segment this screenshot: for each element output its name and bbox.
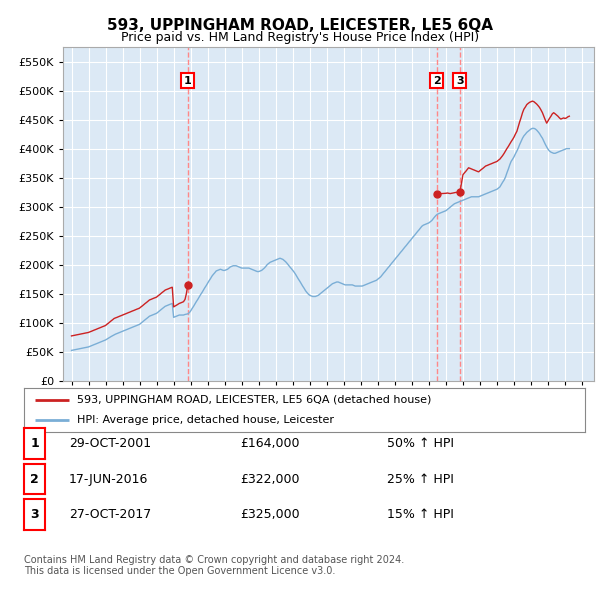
Text: £164,000: £164,000 (240, 437, 299, 450)
Text: 25% ↑ HPI: 25% ↑ HPI (387, 473, 454, 486)
Text: 15% ↑ HPI: 15% ↑ HPI (387, 508, 454, 521)
Text: 29-OCT-2001: 29-OCT-2001 (69, 437, 151, 450)
Text: Contains HM Land Registry data © Crown copyright and database right 2024.
This d: Contains HM Land Registry data © Crown c… (24, 555, 404, 576)
Text: £325,000: £325,000 (240, 508, 299, 521)
Text: 593, UPPINGHAM ROAD, LEICESTER, LE5 6QA (detached house): 593, UPPINGHAM ROAD, LEICESTER, LE5 6QA … (77, 395, 431, 405)
Text: 1: 1 (30, 437, 39, 450)
Text: Price paid vs. HM Land Registry's House Price Index (HPI): Price paid vs. HM Land Registry's House … (121, 31, 479, 44)
Text: 17-JUN-2016: 17-JUN-2016 (69, 473, 148, 486)
Text: 3: 3 (30, 508, 39, 521)
Text: 2: 2 (433, 76, 440, 86)
Text: 593, UPPINGHAM ROAD, LEICESTER, LE5 6QA: 593, UPPINGHAM ROAD, LEICESTER, LE5 6QA (107, 18, 493, 32)
Text: 3: 3 (456, 76, 464, 86)
Text: £322,000: £322,000 (240, 473, 299, 486)
Text: 2: 2 (30, 473, 39, 486)
Text: HPI: Average price, detached house, Leicester: HPI: Average price, detached house, Leic… (77, 415, 334, 425)
Text: 1: 1 (184, 76, 191, 86)
Text: 27-OCT-2017: 27-OCT-2017 (69, 508, 151, 521)
Text: 50% ↑ HPI: 50% ↑ HPI (387, 437, 454, 450)
